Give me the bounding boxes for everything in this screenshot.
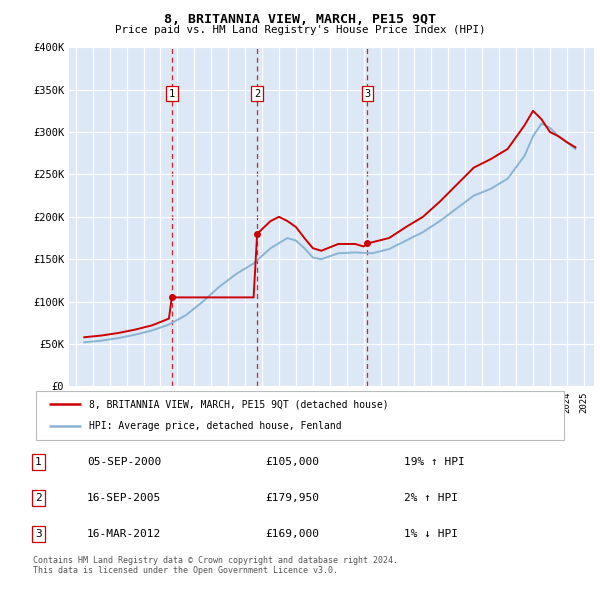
Text: HPI: Average price, detached house, Fenland: HPI: Average price, detached house, Fenl… xyxy=(89,421,341,431)
Text: Contains HM Land Registry data © Crown copyright and database right 2024.
This d: Contains HM Land Registry data © Crown c… xyxy=(33,556,398,575)
Text: £179,950: £179,950 xyxy=(266,493,320,503)
Text: 16-MAR-2012: 16-MAR-2012 xyxy=(87,529,161,539)
Text: 05-SEP-2000: 05-SEP-2000 xyxy=(87,457,161,467)
Text: 8, BRITANNIA VIEW, MARCH, PE15 9QT: 8, BRITANNIA VIEW, MARCH, PE15 9QT xyxy=(164,13,436,26)
Text: 2: 2 xyxy=(254,89,260,99)
Text: 3: 3 xyxy=(35,529,41,539)
Text: 8, BRITANNIA VIEW, MARCH, PE15 9QT (detached house): 8, BRITANNIA VIEW, MARCH, PE15 9QT (deta… xyxy=(89,399,388,409)
Text: 2% ↑ HPI: 2% ↑ HPI xyxy=(404,493,458,503)
Text: Price paid vs. HM Land Registry's House Price Index (HPI): Price paid vs. HM Land Registry's House … xyxy=(115,25,485,35)
Text: 1% ↓ HPI: 1% ↓ HPI xyxy=(404,529,458,539)
Text: 16-SEP-2005: 16-SEP-2005 xyxy=(87,493,161,503)
Text: 1: 1 xyxy=(169,89,175,99)
Text: £105,000: £105,000 xyxy=(266,457,320,467)
Text: 1: 1 xyxy=(35,457,41,467)
Text: £169,000: £169,000 xyxy=(266,529,320,539)
Text: 2: 2 xyxy=(35,493,41,503)
Text: 3: 3 xyxy=(364,89,370,99)
FancyBboxPatch shape xyxy=(36,391,564,440)
Text: 19% ↑ HPI: 19% ↑ HPI xyxy=(404,457,464,467)
